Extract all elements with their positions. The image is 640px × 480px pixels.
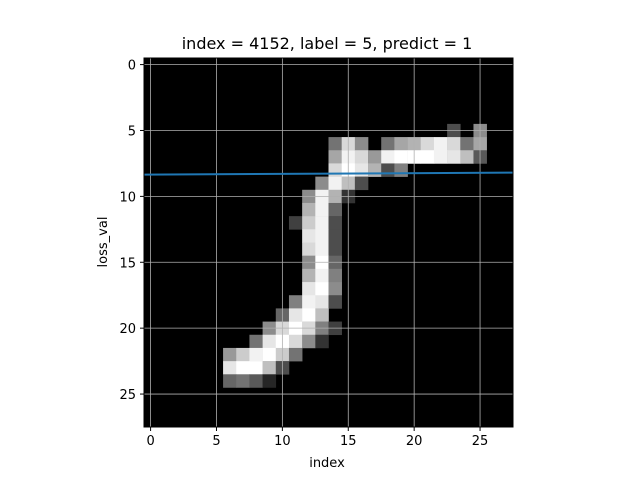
image-pixel: [236, 361, 250, 375]
image-pixel: [354, 150, 369, 164]
image-pixel: [262, 361, 277, 375]
x-tick-label: 15: [340, 434, 357, 449]
image-pixel: [315, 202, 329, 217]
image-pixel: [249, 334, 263, 349]
image-pixel: [315, 176, 329, 191]
y-tick-label: 20: [119, 322, 136, 337]
image-pixel: [460, 137, 474, 151]
image-pixel: [328, 202, 342, 217]
image-pixel: [262, 347, 277, 362]
image-pixel: [288, 295, 303, 309]
y-tick-label: 0: [128, 59, 136, 74]
image-pixel: [315, 308, 329, 322]
image-pixel: [328, 242, 342, 256]
series-lines: [144, 171, 513, 176]
image-pixel: [328, 268, 342, 283]
image-pixel: [420, 137, 435, 151]
image-pixel: [288, 308, 303, 322]
image-pixel: [433, 137, 448, 151]
y-axis-label: loss_val: [96, 217, 111, 268]
image-pixel: [302, 334, 316, 349]
image-pixel: [328, 137, 342, 151]
image-pixel: [328, 295, 342, 309]
image-pixel: [315, 295, 329, 309]
image-pixel: [236, 347, 250, 362]
image-pixels: [223, 123, 487, 388]
image-pixel: [315, 282, 329, 296]
image-pixel: [315, 268, 329, 283]
image-pixel: [262, 374, 277, 388]
x-tick-label: 5: [212, 434, 220, 449]
image-pixel: [420, 150, 435, 164]
image-pixel: [302, 229, 316, 243]
x-tick-label: 20: [406, 434, 423, 449]
image-pixel: [249, 347, 263, 362]
image-pixel: [381, 137, 395, 151]
image-pixel: [302, 216, 316, 230]
image-pixel: [328, 282, 342, 296]
image-pixel: [302, 202, 316, 217]
image-pixel: [381, 150, 395, 164]
image-pixel: [236, 374, 250, 388]
image-pixel: [223, 374, 237, 388]
image-pixel: [288, 334, 303, 349]
image-pixel: [302, 308, 316, 322]
image-pixel: [249, 361, 263, 375]
image-pixel: [368, 163, 382, 177]
image-pixel: [368, 150, 382, 164]
image-pixel: [328, 176, 342, 191]
image-pixel: [302, 282, 316, 296]
image-pixel: [315, 229, 329, 243]
image-pixel: [354, 176, 369, 191]
image-pixel: [433, 150, 448, 164]
image-pixel: [223, 347, 237, 362]
image-pixel: [394, 137, 408, 151]
image-pixel: [288, 216, 303, 230]
grid: [144, 58, 513, 427]
image-pixel: [328, 163, 342, 177]
image-pixel: [447, 150, 461, 164]
x-tick-label: 10: [274, 434, 291, 449]
plot-area: [143, 57, 514, 428]
image-pixel: [328, 150, 342, 164]
image-pixel: [302, 295, 316, 309]
image-pixel: [249, 374, 263, 388]
x-tick-label: 0: [146, 434, 154, 449]
x-axis-label: index: [309, 456, 345, 471]
series-line: [144, 171, 513, 176]
image-pixel: [354, 137, 369, 151]
image-pixel: [328, 229, 342, 243]
x-axis-ticks: 0 5 10 15 20 25: [146, 427, 488, 449]
plot-frame: [143, 57, 514, 428]
image-pixel: [223, 361, 237, 375]
chart-title: index = 4152, label = 5, predict = 1: [182, 34, 473, 53]
image-pixel: [262, 334, 277, 349]
image-pixel: [394, 150, 408, 164]
y-tick-label: 25: [119, 388, 136, 403]
y-tick-label: 5: [128, 124, 136, 139]
y-tick-label: 10: [119, 190, 136, 205]
image-pixel: [460, 150, 474, 164]
image-pixel: [288, 347, 303, 362]
image-pixel: [394, 163, 408, 177]
image-pixel: [447, 137, 461, 151]
y-axis-ticks: 0 5 10 15 20 25: [119, 59, 144, 403]
image-pixel: [381, 163, 395, 177]
x-tick-label: 25: [472, 434, 489, 449]
image-pixel: [302, 242, 316, 256]
y-tick-label: 15: [119, 256, 136, 271]
image-pixel: [354, 163, 369, 177]
image-pixel: [315, 242, 329, 256]
image-pixel: [315, 216, 329, 230]
image-pixel: [302, 268, 316, 283]
image-pixel: [328, 216, 342, 230]
image-pixel: [315, 334, 329, 349]
